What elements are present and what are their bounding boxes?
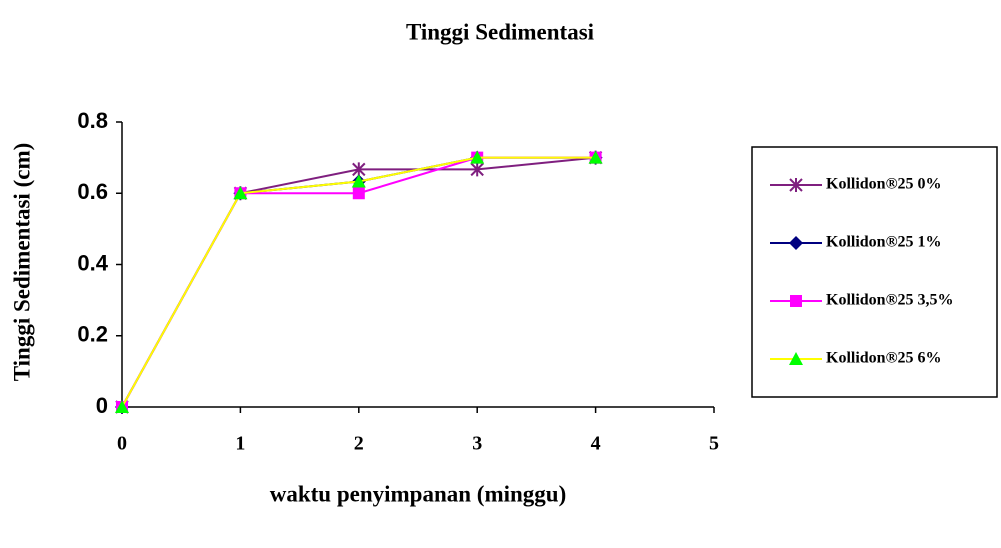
x-tick-label: 0 xyxy=(117,433,127,455)
marker xyxy=(789,178,803,192)
marker xyxy=(470,162,484,177)
x-tick-label: 2 xyxy=(354,433,364,455)
y-tick-label: 0.8 xyxy=(77,108,108,133)
x-tick-label: 1 xyxy=(235,433,245,455)
legend-label: Kollidon®25 6% xyxy=(826,350,942,367)
marker xyxy=(233,186,248,200)
marker xyxy=(352,162,366,177)
marker xyxy=(470,150,485,164)
x-tick-label: 3 xyxy=(472,433,482,455)
marker xyxy=(115,400,129,413)
x-tick-label: 4 xyxy=(591,433,601,455)
marker xyxy=(789,352,803,365)
marker xyxy=(588,150,603,164)
marker xyxy=(789,236,803,250)
y-axis-title: Tinggi Sedimentasi (cm) xyxy=(9,143,34,382)
legend-label: Kollidon®25 3,5% xyxy=(826,292,954,309)
marker xyxy=(351,174,366,188)
x-tick-label: 5 xyxy=(709,433,719,455)
marker xyxy=(352,187,365,200)
y-tick-label: 0.6 xyxy=(77,179,108,204)
y-tick-label: 0.2 xyxy=(77,322,108,347)
marker xyxy=(790,295,802,307)
chart-title: Tinggi Sedimentasi xyxy=(406,19,595,44)
legend-label: Kollidon®25 0% xyxy=(826,176,942,193)
x-axis-title: waktu penyimpanan (minggu) xyxy=(270,481,567,506)
y-tick-label: 0 xyxy=(96,393,108,418)
legend-label: Kollidon®25 1% xyxy=(826,234,942,251)
y-tick-label: 0.4 xyxy=(77,250,108,275)
